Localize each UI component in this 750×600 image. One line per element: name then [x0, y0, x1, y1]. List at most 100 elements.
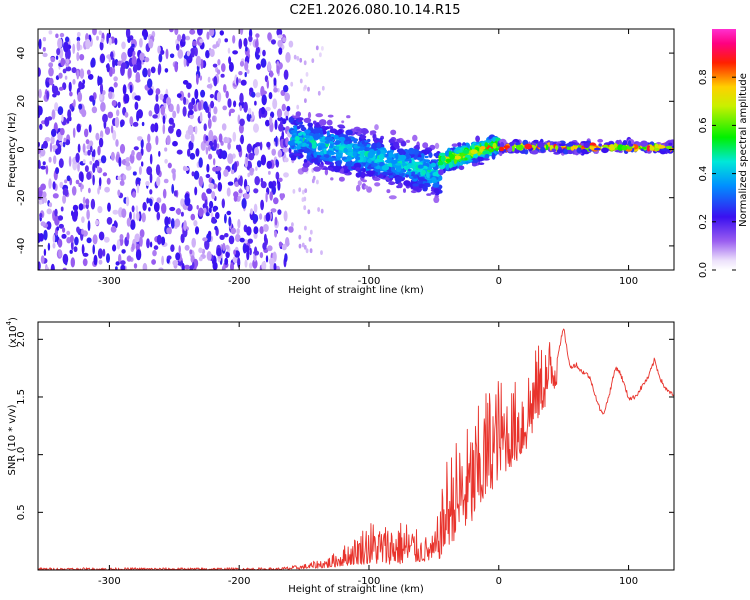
spectrogram-cell — [395, 163, 402, 166]
spectrogram-cell — [320, 208, 324, 214]
spectrogram-cell — [120, 264, 126, 270]
spectrogram-cell — [301, 189, 305, 195]
spectrogram-cell — [69, 103, 73, 110]
spectrogram-cell — [57, 37, 63, 49]
spectrogram-cell — [285, 237, 290, 247]
spectrogram-cell — [165, 48, 169, 60]
spectrogram-cell — [199, 38, 204, 44]
spectrogram-cell — [92, 29, 97, 36]
spectrogram-cell — [267, 61, 272, 72]
spectrogram-cell — [40, 255, 45, 264]
spectrogram-cell — [135, 71, 141, 83]
spectrogram-cell — [250, 208, 253, 215]
spectrogram-cell — [337, 124, 345, 128]
spectrogram-cell — [239, 60, 245, 67]
spectrogram-cell — [103, 236, 110, 243]
spectrogram-cell — [407, 147, 416, 155]
spectrogram-cell — [273, 197, 279, 205]
spectrogram-cell — [608, 144, 616, 151]
spectrogram-cell — [198, 157, 203, 168]
spectrogram-cell — [43, 248, 47, 256]
spectrogram-cell — [303, 196, 307, 202]
spectrogram-cell — [217, 59, 221, 66]
spectrogram-cell — [426, 171, 430, 179]
spectrogram-cell — [209, 48, 215, 58]
spectrogram-cell — [278, 177, 283, 182]
spectrogram-cell — [98, 177, 102, 187]
spectrogram-cell — [176, 103, 180, 114]
spectrogram-cell — [165, 97, 172, 106]
spectrogram-cell — [283, 69, 289, 80]
spectrogram-cell — [195, 55, 202, 67]
spectrogram-cell — [123, 93, 130, 104]
spectrogram-cell — [190, 48, 195, 58]
spectrogram-cell — [422, 185, 428, 192]
spectrogram-cell — [304, 98, 307, 103]
spectrogram-cell — [55, 33, 59, 39]
spectrogram-cell — [59, 32, 65, 38]
spectrogram-cell — [274, 230, 278, 238]
spectrogram-cell — [205, 50, 210, 59]
spectrogram-cell — [418, 177, 424, 182]
spectrogram-cell — [398, 148, 405, 156]
spectrogram-cell — [172, 140, 178, 147]
spectrogram-cell — [303, 135, 310, 139]
spectrogram-cell — [134, 101, 139, 111]
spectrogram-cell — [329, 143, 334, 149]
spectrogram-cell — [61, 114, 64, 122]
spectrogram-cell — [318, 164, 323, 168]
spectrogram-cell — [99, 41, 104, 51]
spectrogram-cell — [212, 115, 216, 123]
spectrogram-cell — [253, 188, 259, 194]
spectrogram-cell — [120, 260, 126, 266]
spectrogram-cell — [260, 181, 267, 189]
spectrogram-cell — [333, 142, 340, 145]
spectrogram-cell — [158, 53, 163, 63]
spectrogram-cell — [558, 143, 567, 147]
spectrogram-cell — [311, 142, 317, 149]
spectrogram-cell — [121, 51, 127, 62]
spectrogram-cell — [87, 220, 91, 232]
spectrogram-cell — [92, 149, 96, 158]
spectrogram-cell — [224, 213, 227, 224]
spectrogram-cell — [243, 192, 250, 200]
spectrogram-cell — [211, 191, 216, 200]
y-tick-label: 1.5 — [16, 389, 27, 405]
spectrogram-cell — [580, 141, 588, 144]
spectrogram-cell — [319, 52, 322, 58]
spectrogram-cell — [110, 225, 117, 233]
spectrogram-cell — [72, 43, 76, 54]
spectrogram-cell — [390, 159, 398, 165]
spectrogram-cell — [437, 161, 444, 166]
spectrogram-cell — [243, 37, 248, 47]
spectrogram-cell — [253, 226, 259, 235]
spectrogram-cell — [515, 144, 524, 151]
spectrogram-cell — [75, 179, 80, 185]
spectrogram-cell — [337, 129, 343, 135]
spectrogram-cell — [283, 84, 289, 93]
spectrogram-cell — [355, 167, 361, 172]
spectrogram-cell — [336, 161, 342, 167]
spectrogram-cell — [48, 67, 54, 77]
spectrogram-cell — [173, 190, 178, 197]
spectrogram-cell — [127, 47, 133, 58]
spectrogram-cell — [307, 209, 311, 215]
spectrogram-cell — [283, 172, 289, 178]
spectrogram-cell — [381, 165, 390, 171]
spectrogram-cell — [428, 179, 432, 183]
spectrogram-cell — [65, 36, 70, 43]
spectrogram-cell — [428, 152, 433, 159]
spectrogram-cell — [245, 245, 250, 253]
spectrogram-cell — [132, 121, 139, 127]
spectrogram-cell — [230, 227, 237, 235]
spectrogram-cell — [114, 59, 119, 66]
spectrogram-cell — [73, 99, 76, 108]
spectrogram-cell — [259, 252, 264, 259]
spectrogram-cell — [206, 84, 213, 89]
spectrogram-cell — [168, 125, 174, 134]
spectrogram-cell — [107, 111, 114, 119]
spectrogram-cell — [417, 157, 422, 161]
spectrogram-cell — [216, 248, 222, 257]
spectrogram-cells — [38, 29, 674, 270]
